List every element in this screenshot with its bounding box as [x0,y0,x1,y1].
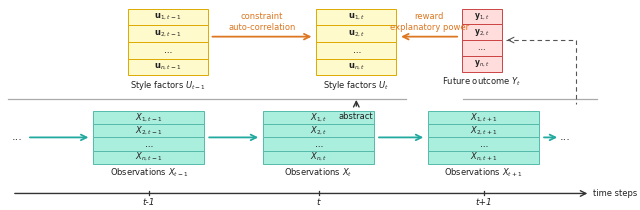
Bar [428,137,540,151]
Text: t: t [317,198,320,207]
Text: $\cdots$: $\cdots$ [477,43,486,52]
Text: $X_{n,t}$: $X_{n,t}$ [310,151,327,163]
Text: t-1: t-1 [143,198,155,207]
Bar [428,111,540,124]
Bar [316,9,396,25]
Text: time steps: time steps [593,189,637,198]
Text: $X_{1,t+1}$: $X_{1,t+1}$ [470,111,497,124]
Text: $\cdots$: $\cdots$ [314,139,323,148]
Text: Style factors $U_{t-1}$: Style factors $U_{t-1}$ [130,79,205,92]
Text: ...: ... [560,132,571,142]
Text: $\cdots$: $\cdots$ [351,46,361,55]
Text: $\mathbf{u}_{1,t}$: $\mathbf{u}_{1,t}$ [348,12,365,22]
Bar [127,59,208,75]
Text: $\mathbf{y}_{2,t}$: $\mathbf{y}_{2,t}$ [474,27,490,38]
Bar [93,124,204,137]
Text: Observations $X_{t+1}$: Observations $X_{t+1}$ [444,167,523,179]
Bar [316,25,396,42]
Text: $X_{2,t+1}$: $X_{2,t+1}$ [470,125,497,137]
Bar [462,24,502,40]
Bar [316,59,396,75]
Bar [462,56,502,72]
Bar [462,40,502,56]
Text: $X_{n,t-1}$: $X_{n,t-1}$ [135,151,163,163]
Text: $\mathbf{y}_{1,t}$: $\mathbf{y}_{1,t}$ [474,11,490,22]
Text: $X_{2,t}$: $X_{2,t}$ [310,125,327,137]
Bar [428,151,540,164]
Text: abstract: abstract [339,112,374,121]
Bar [462,9,502,24]
Bar [93,137,204,151]
Text: $\cdots$: $\cdots$ [479,139,488,148]
Bar [127,42,208,59]
Text: $\mathbf{u}_{1,t-1}$: $\mathbf{u}_{1,t-1}$ [154,12,181,22]
Text: Observations $X_t$: Observations $X_t$ [284,167,353,179]
Bar [263,137,374,151]
Text: $\mathbf{y}_{n,t}$: $\mathbf{y}_{n,t}$ [474,58,490,69]
Text: $X_{n,t+1}$: $X_{n,t+1}$ [470,151,497,163]
Text: Style factors $U_t$: Style factors $U_t$ [323,79,389,92]
Text: t+1: t+1 [476,198,492,207]
Text: Observations $X_{t-1}$: Observations $X_{t-1}$ [109,167,188,179]
Bar [428,124,540,137]
Bar [263,151,374,164]
Text: $\mathbf{u}_{n,t}$: $\mathbf{u}_{n,t}$ [348,62,365,72]
Text: $\mathbf{u}_{n,t-1}$: $\mathbf{u}_{n,t-1}$ [154,62,181,72]
Bar [93,111,204,124]
Text: $\mathbf{u}_{2,t}$: $\mathbf{u}_{2,t}$ [348,29,365,39]
Bar [263,124,374,137]
Text: ...: ... [12,132,23,142]
Text: $\cdots$: $\cdots$ [163,46,172,55]
Text: constraint
auto-correlation: constraint auto-correlation [228,12,296,32]
Text: $\mathbf{u}_{2,t-1}$: $\mathbf{u}_{2,t-1}$ [154,29,181,39]
Bar [263,111,374,124]
Text: $X_{1,t-1}$: $X_{1,t-1}$ [135,111,163,124]
Text: $X_{2,t-1}$: $X_{2,t-1}$ [135,125,163,137]
Text: $\cdots$: $\cdots$ [144,139,154,148]
Text: Future outcome $Y_t$: Future outcome $Y_t$ [442,75,521,88]
Text: reward
explanatory power: reward explanatory power [390,12,468,32]
Bar [127,25,208,42]
Bar [93,151,204,164]
Bar [127,9,208,25]
Bar [316,42,396,59]
Text: $X_{1,t}$: $X_{1,t}$ [310,111,327,124]
